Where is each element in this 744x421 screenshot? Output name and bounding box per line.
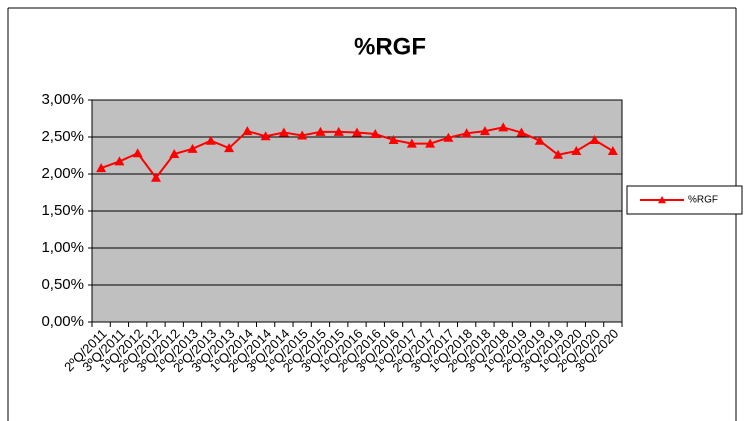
- data-point: [333, 126, 344, 136]
- data-point: [516, 127, 527, 137]
- data-point: [205, 135, 216, 145]
- data-point: [187, 143, 198, 153]
- data-point: [96, 163, 107, 173]
- data-point: [534, 135, 545, 145]
- data-point: [461, 128, 472, 138]
- y-tick-label: 2,50%: [41, 128, 84, 145]
- y-tick-label: 1,00%: [41, 239, 84, 256]
- data-point: [370, 129, 381, 139]
- y-tick-label: 2,00%: [41, 165, 84, 182]
- data-point: [242, 126, 253, 136]
- data-point: [589, 134, 600, 144]
- data-point: [479, 126, 490, 136]
- data-point: [553, 149, 564, 159]
- legend-marker: [658, 196, 666, 204]
- data-point: [571, 146, 582, 156]
- data-point: [443, 132, 454, 142]
- data-point: [425, 138, 436, 148]
- data-point: [260, 131, 271, 141]
- data-point: [224, 143, 235, 153]
- data-point: [278, 127, 289, 137]
- y-tick-label: 0,00%: [41, 313, 84, 330]
- data-point: [169, 149, 180, 159]
- data-point: [114, 156, 125, 166]
- data-point: [352, 127, 362, 137]
- data-point: [297, 130, 308, 140]
- data-point: [315, 126, 326, 136]
- data-point: [607, 146, 618, 156]
- legend: [626, 185, 743, 215]
- y-tick-label: 3,00%: [41, 91, 84, 108]
- data-point: [150, 172, 161, 182]
- data-point: [498, 122, 509, 132]
- y-tick-label: 1,50%: [41, 202, 84, 219]
- legend-label: %RGF: [688, 195, 718, 206]
- y-tick-label: 0,50%: [41, 276, 84, 293]
- chart-title: %RGF: [354, 33, 426, 60]
- data-point: [406, 138, 417, 148]
- data-point: [132, 148, 143, 158]
- data-point: [388, 134, 399, 144]
